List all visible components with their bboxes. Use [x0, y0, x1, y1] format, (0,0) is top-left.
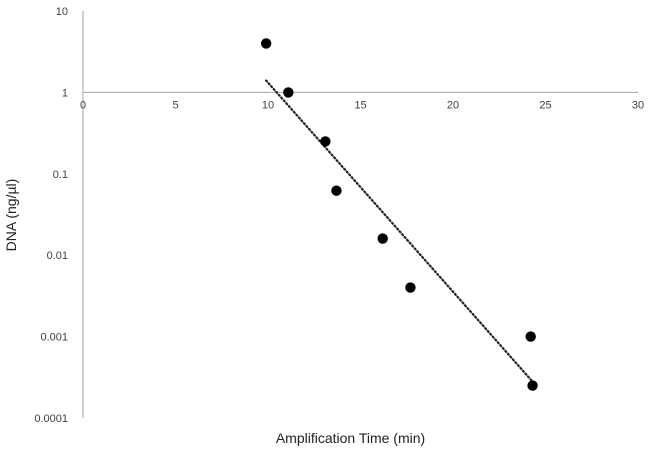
x-tick-label: 5 [172, 99, 178, 111]
x-tick-label: 25 [539, 99, 551, 111]
x-tick-labels: 0 5 10 15 20 25 30 [80, 99, 644, 111]
x-tick-label: 15 [354, 99, 366, 111]
y-tick-label: 0.1 [53, 169, 68, 181]
data-point [331, 185, 342, 196]
x-tick-label: 10 [262, 99, 274, 111]
y-tick-label: 0.01 [47, 250, 68, 262]
y-tick-labels: 10 1 0.1 0.01 0.001 0.0001 [34, 6, 68, 425]
y-tick-label: 0.001 [40, 332, 68, 344]
axes [82, 11, 638, 418]
data-point [405, 282, 416, 293]
data-point [283, 87, 294, 98]
y-tick-label: 10 [56, 6, 68, 18]
x-tick-label: 20 [447, 99, 459, 111]
data-point [320, 136, 331, 147]
trendline [265, 79, 534, 383]
data-point [377, 233, 388, 244]
y-tick-label: 0.0001 [34, 413, 68, 425]
data-points [260, 38, 538, 391]
y-tick-label: 1 [62, 87, 68, 99]
trendline-dotted [265, 79, 534, 383]
data-point [525, 331, 536, 342]
data-point [527, 380, 538, 391]
x-tick-label: 0 [80, 99, 86, 111]
data-point [260, 38, 272, 49]
y-axis-title: DNA (ng/µl) [3, 179, 19, 252]
x-axis-title: Amplification Time (min) [276, 430, 425, 446]
x-tick-label: 30 [632, 99, 644, 111]
